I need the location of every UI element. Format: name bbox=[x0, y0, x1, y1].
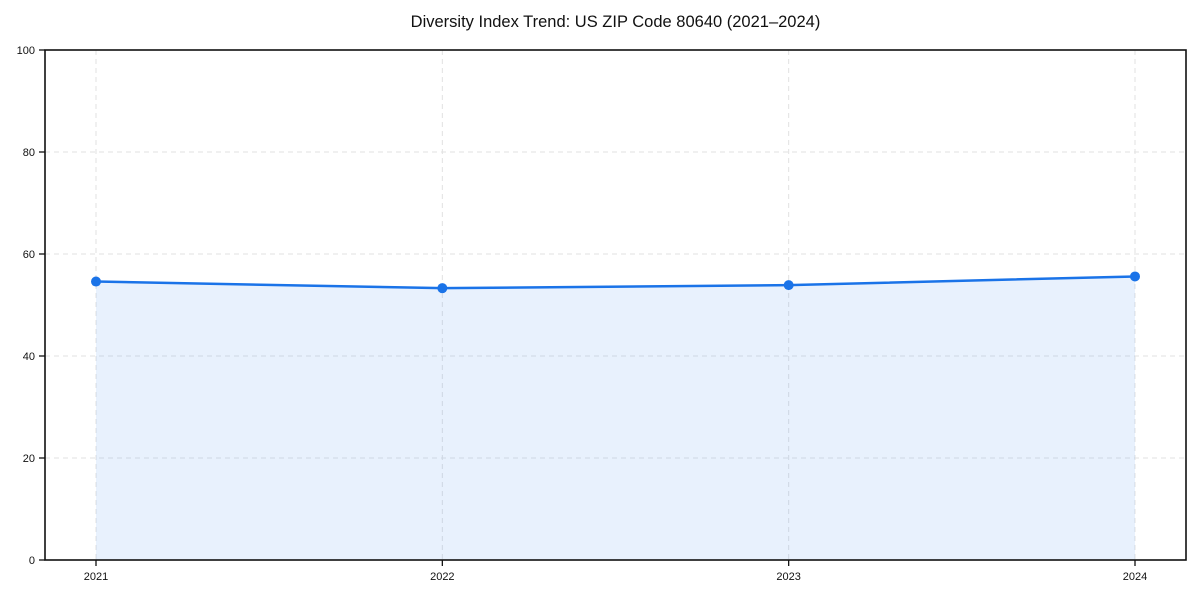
y-tick-label: 80 bbox=[23, 147, 35, 159]
y-tick-label: 100 bbox=[17, 45, 35, 57]
x-tick-label: 2023 bbox=[776, 571, 800, 583]
x-tick-label: 2022 bbox=[430, 571, 454, 583]
y-tick-label: 0 bbox=[29, 555, 35, 567]
data-point-2023 bbox=[783, 280, 794, 291]
data-point-2024 bbox=[1130, 271, 1140, 282]
x-tick-label: 2021 bbox=[84, 571, 108, 583]
chart-title: Diversity Index Trend: US ZIP Code 80640… bbox=[410, 13, 821, 31]
trend-line bbox=[94, 275, 1137, 290]
x-tick-label: 2024 bbox=[1123, 571, 1147, 583]
data-point-2021 bbox=[91, 276, 101, 287]
y-tick-label: 40 bbox=[23, 351, 35, 363]
area-fill bbox=[96, 276, 1135, 560]
axis-spines bbox=[44, 49, 1187, 561]
y-tick-label: 60 bbox=[23, 249, 35, 261]
y-tick-label: 20 bbox=[23, 453, 35, 465]
data-point-2022 bbox=[437, 283, 448, 294]
